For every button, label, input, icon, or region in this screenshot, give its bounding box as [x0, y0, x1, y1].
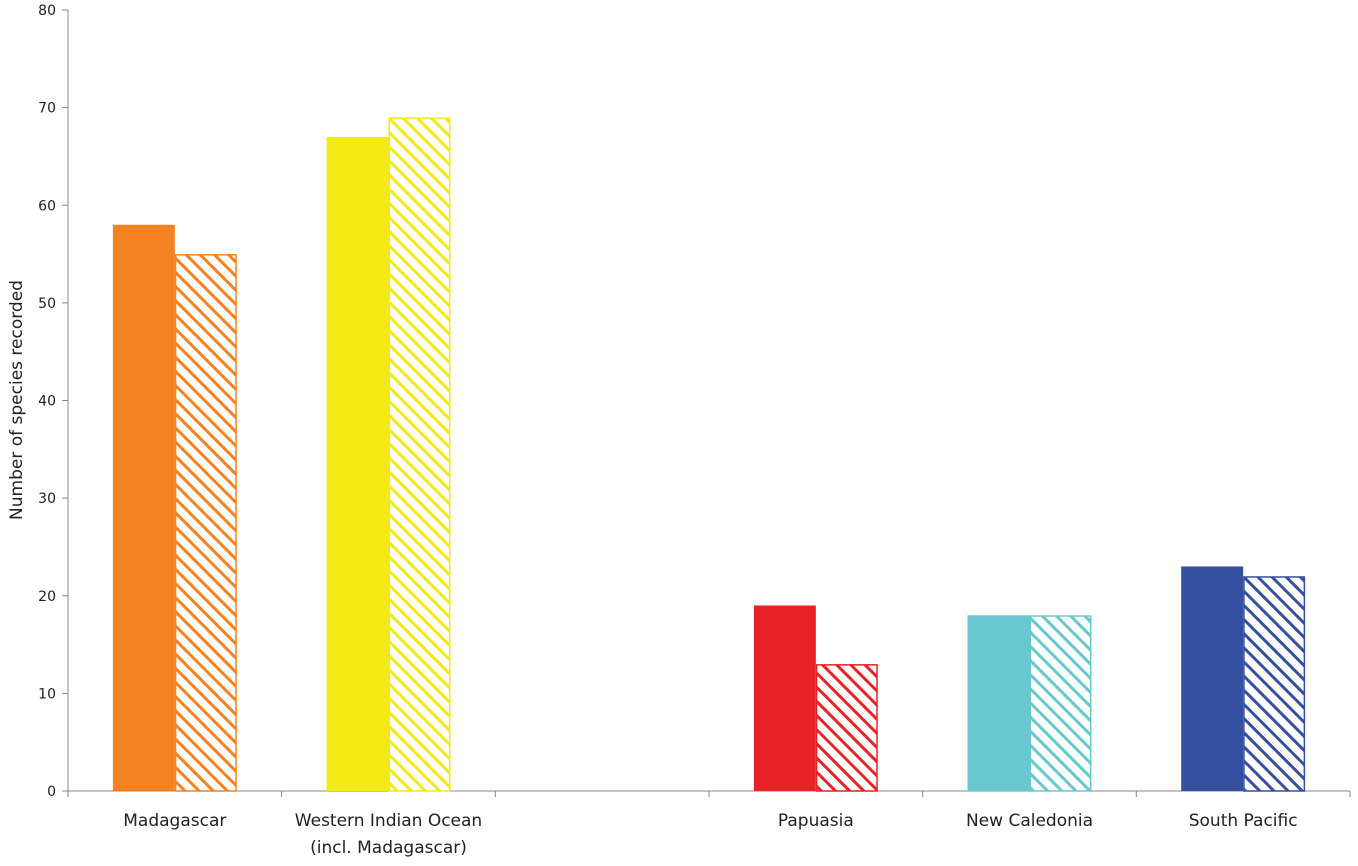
bar-solid: [967, 615, 1030, 791]
bar-hatched: [1029, 615, 1092, 792]
x-category-label: Madagascar: [123, 811, 226, 831]
y-tick-label: 50: [38, 296, 56, 312]
y-tick-label: 70: [38, 101, 56, 117]
bar-hatched: [815, 664, 878, 792]
x-category-label: New Caledonia: [966, 811, 1093, 831]
y-tick-label: 10: [38, 686, 56, 702]
bar-hatched: [1243, 576, 1306, 792]
y-tick-label: 40: [38, 394, 56, 410]
axes: 0 10 20 30 40 50 60 70 80: [38, 3, 1351, 800]
x-category-label: South Pacific: [1189, 811, 1298, 831]
x-category-label: Western Indian Ocean: [295, 811, 482, 831]
y-tick-label: 0: [47, 784, 56, 800]
y-tick-label: 60: [38, 198, 56, 214]
bar-solid: [112, 224, 175, 791]
y-tick-label: 20: [38, 589, 56, 605]
y-tick-label: 80: [38, 3, 56, 19]
x-category-label: (incl. Madagascar): [310, 838, 467, 858]
bars: [112, 117, 1306, 792]
bar-hatched: [388, 117, 451, 792]
y-axis-title: Number of species recorded: [7, 280, 27, 520]
bar-solid: [753, 605, 816, 791]
bar-solid: [1181, 566, 1244, 791]
y-tick-label: 30: [38, 491, 56, 507]
bar-hatched: [174, 254, 237, 792]
x-category-label: Papuasia: [778, 811, 854, 831]
category-labels: Madagascar Western Indian Ocean (incl. Mad…: [123, 811, 1297, 858]
bar-solid: [326, 136, 389, 792]
